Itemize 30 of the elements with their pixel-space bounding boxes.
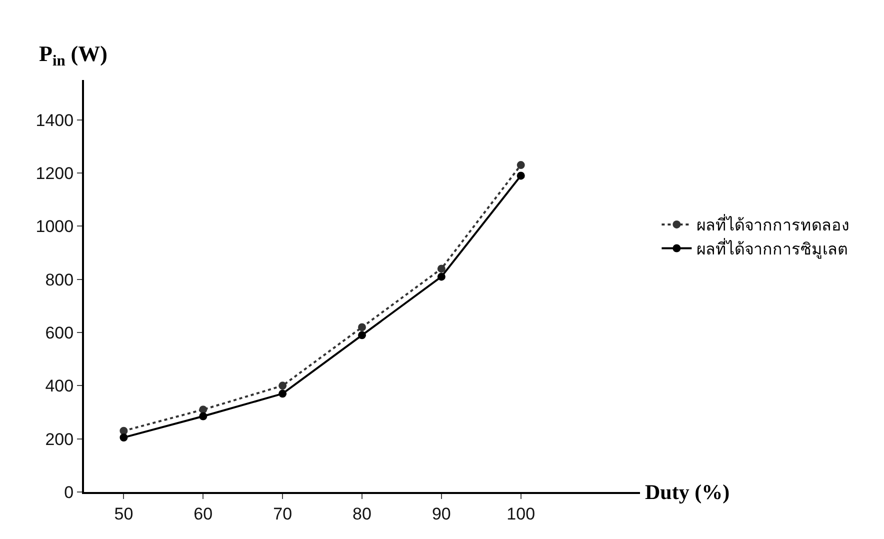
point <box>199 406 208 414</box>
x-tick-label: 70 <box>273 504 292 524</box>
point <box>120 426 128 435</box>
x-tick-label: 90 <box>432 504 451 524</box>
y-tick-label: 1400 <box>36 110 74 130</box>
x-tick-label: 80 <box>352 504 372 524</box>
legend-label: ผลที่ได้จากการทดลอง <box>696 214 850 235</box>
y-tick-label: 600 <box>45 323 74 342</box>
y-tick-label: 800 <box>45 270 74 290</box>
y-tick-label: 0 <box>64 482 74 502</box>
x-tick-label: 100 <box>506 504 536 524</box>
point <box>120 434 128 442</box>
point <box>516 161 525 170</box>
y-tick-label: 1200 <box>36 164 74 183</box>
point <box>199 412 208 420</box>
point <box>278 382 287 390</box>
point <box>437 264 446 273</box>
y-axis-title: P$_{in}$ (W) <box>39 41 108 70</box>
point <box>437 272 446 281</box>
y-tick-label: 200 <box>45 430 74 449</box>
point <box>358 331 366 340</box>
point <box>358 323 366 332</box>
legend-label: ผลที่ได้จากการซิมูเลต <box>696 238 848 260</box>
y-tick-label: 1000 <box>36 217 74 236</box>
x-tick-label: 50 <box>114 504 134 524</box>
point <box>516 172 525 180</box>
x-tick-label: 60 <box>194 504 213 524</box>
y-tick-label: 400 <box>45 376 74 396</box>
x-axis-title: Duty (%) <box>645 480 730 504</box>
point <box>278 390 287 398</box>
